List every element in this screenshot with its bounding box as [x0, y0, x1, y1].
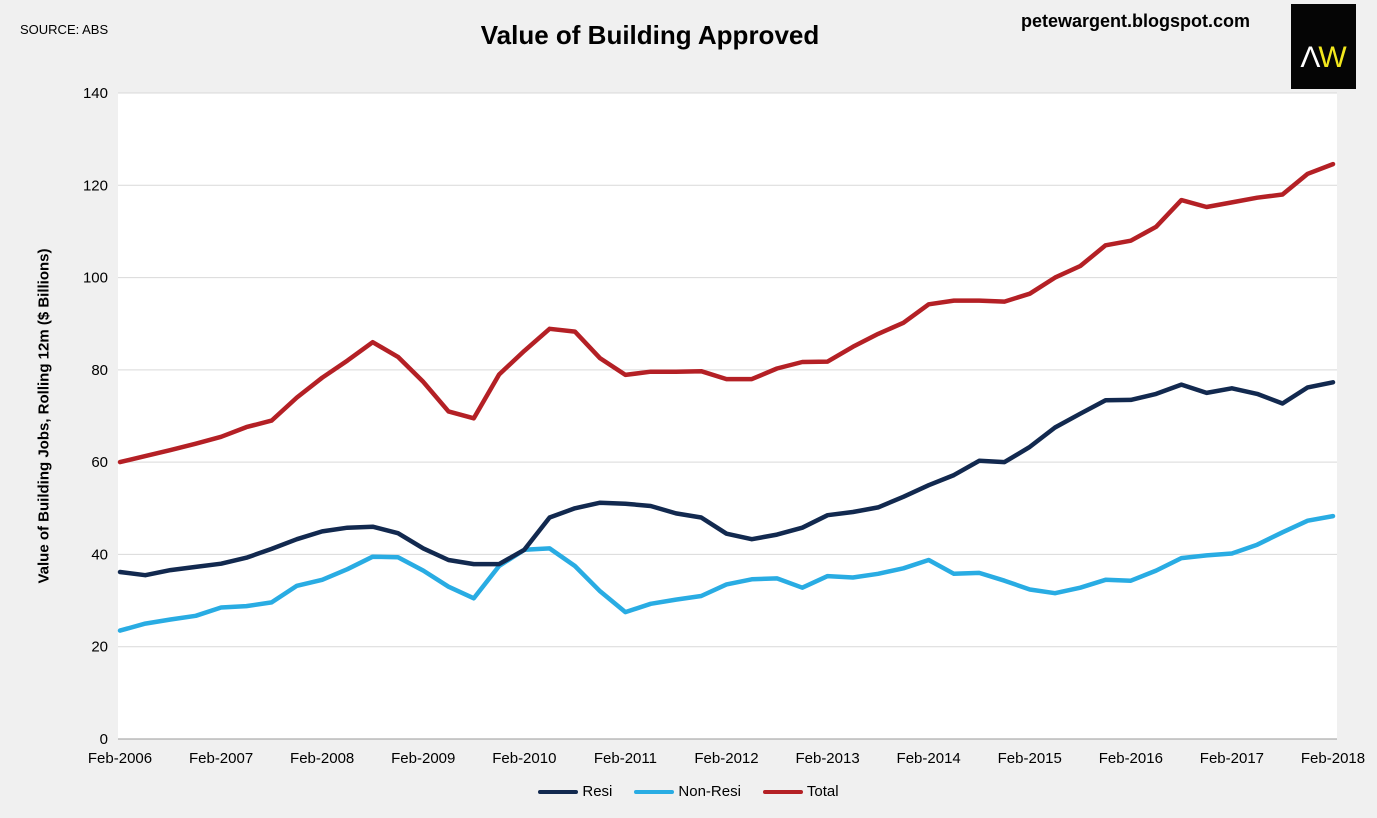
series-line-total	[117, 161, 1336, 465]
series-line-resi	[117, 380, 1336, 578]
legend-item-non-resi: Non-Resi	[634, 783, 741, 800]
x-tick-label-Feb-2013: Feb-2013	[795, 750, 859, 767]
x-tick-label-Feb-2009: Feb-2009	[391, 750, 455, 767]
legend-label-non-resi: Non-Resi	[678, 783, 741, 800]
x-tick-label-Feb-2012: Feb-2012	[694, 750, 758, 767]
y-tick-label-120: 120	[83, 177, 108, 194]
x-tick-label-Feb-2016: Feb-2016	[1099, 750, 1163, 767]
page-title: Value of Building Approved	[480, 20, 820, 50]
x-tick-label-Feb-2018: Feb-2018	[1301, 750, 1365, 767]
chart-legend: Resi Non-Resi Total	[0, 783, 1377, 800]
x-tick-label-Feb-2011: Feb-2011	[594, 750, 657, 767]
x-tick-label-Feb-2008: Feb-2008	[290, 750, 354, 767]
legend-chip-resi	[538, 789, 579, 794]
x-tick-label-Feb-2006: Feb-2006	[88, 750, 152, 767]
y-tick-label-20: 20	[91, 639, 108, 656]
y-tick-label-80: 80	[91, 362, 108, 379]
aw-logo: Λ W	[1291, 4, 1356, 89]
x-tick-label-Feb-2017: Feb-2017	[1200, 750, 1264, 767]
legend-label-total: Total	[806, 783, 839, 800]
logo-letter-lambda: Λ	[1300, 40, 1321, 74]
series-line-non-resi	[117, 513, 1336, 633]
legend-item-resi: Resi	[538, 783, 612, 800]
y-tick-label-60: 60	[91, 454, 108, 471]
y-tick-label-0: 0	[100, 731, 108, 748]
legend-item-total: Total	[762, 783, 839, 800]
website-url: petewargent.blogspot.com	[1020, 11, 1250, 31]
plot-background	[118, 93, 1337, 739]
y-tick-label-40: 40	[91, 546, 108, 563]
x-tick-label-Feb-2015: Feb-2015	[998, 750, 1062, 767]
x-tick-label-Feb-2007: Feb-2007	[189, 750, 253, 767]
legend-label-resi: Resi	[582, 783, 613, 800]
y-tick-label-140: 140	[83, 85, 108, 102]
x-tick-label-Feb-2014: Feb-2014	[897, 750, 961, 767]
legend-chip-total	[762, 789, 803, 794]
logo-letter-w: W	[1318, 40, 1347, 74]
legend-chip-non-resi	[634, 789, 675, 794]
source-label: SOURCE: ABS	[20, 22, 109, 37]
y-tick-label-100: 100	[83, 270, 108, 287]
x-tick-label-Feb-2010: Feb-2010	[492, 750, 556, 767]
